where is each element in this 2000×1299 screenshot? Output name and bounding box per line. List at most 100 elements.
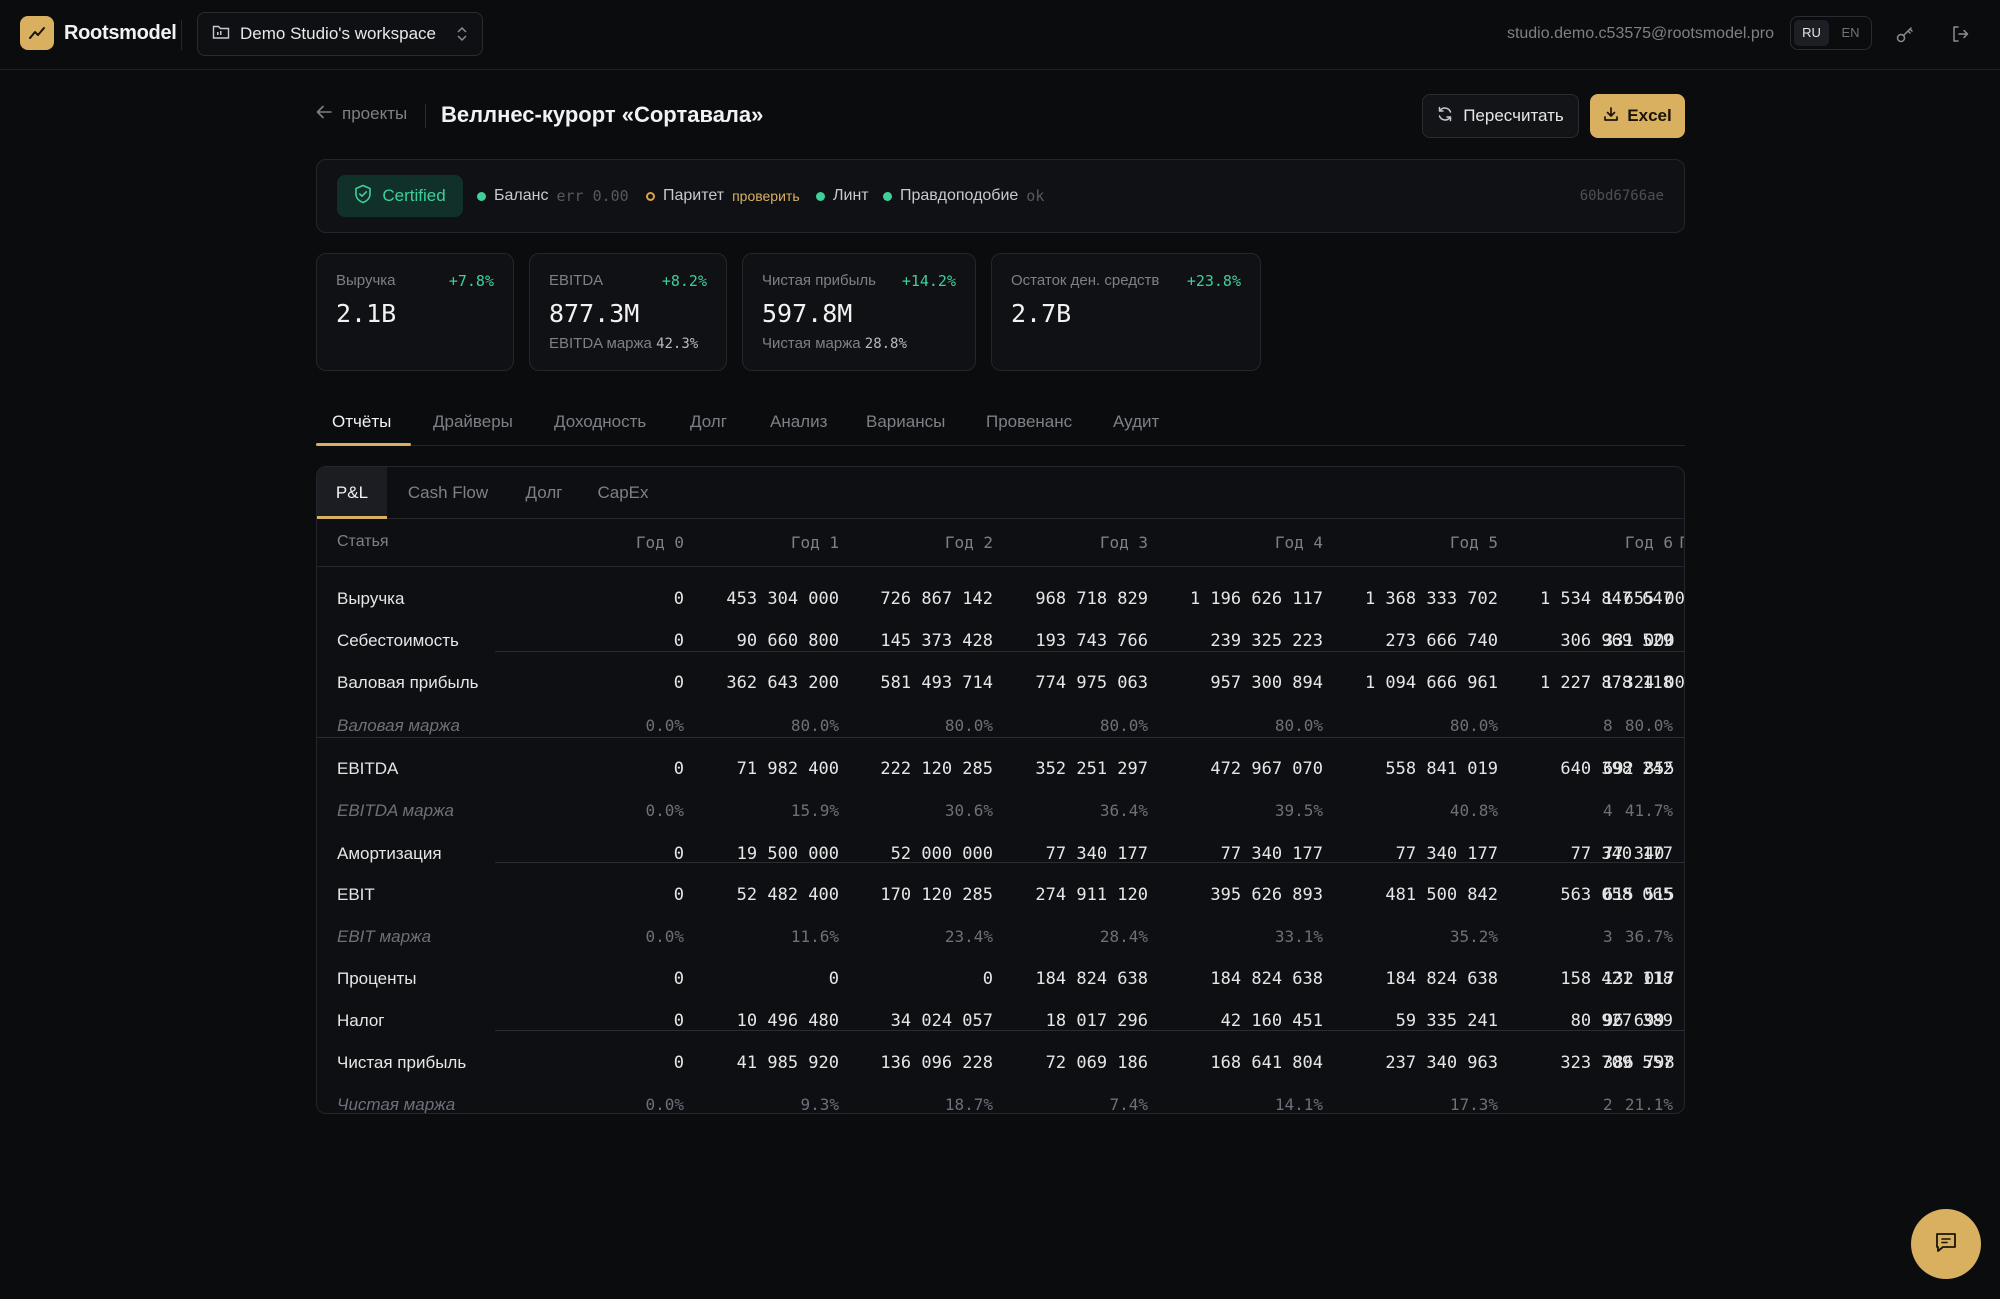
table-cell: 1 094 666 961 [1364, 673, 1498, 693]
tab-drivers[interactable]: Драйверы [433, 412, 513, 431]
kpi-delta: +23.8% [1186, 272, 1241, 290]
check-parity-link[interactable]: проверить [732, 188, 800, 204]
workspace-name: Demo Studio's workspace [240, 24, 436, 43]
row-label: Валовая маржа [337, 716, 460, 735]
tab-audit[interactable]: Аудит [1113, 412, 1160, 431]
table-cell-clipped: 1 324 001 [1603, 673, 1685, 693]
table-cell: 36.4% [1099, 801, 1148, 820]
kpi-label: Чистая прибыль [762, 272, 876, 289]
kpi-card-cash-balance: Остаток ден. средств +23.8% 2.7B [991, 253, 1261, 371]
table-cell: 0 [673, 631, 684, 651]
user-email: studio.demo.c53575@rootsmodel.pro [1506, 25, 1774, 42]
table-row[interactable]: Чистая маржа 0.0% 9.3% 18.7% 7.4% 14.1% 17.3% 2… [317, 1083, 1684, 1114]
table-cell: 274 911 120 [1035, 885, 1148, 905]
table-row[interactable]: Валовая маржа 0.0% 80.0% 80.0% 80.0% 80.0% 80.… [317, 704, 1684, 746]
status-dot-warning [646, 191, 655, 201]
subtab-debt[interactable]: Долг [525, 483, 563, 502]
subtab-pnl[interactable]: P&L [317, 467, 387, 519]
kpi-sub-value: 42.3% [656, 336, 699, 352]
kpi-card-revenue: Выручка +7.8% 2.1B [316, 253, 514, 371]
table-cell: 306 969 529 [1560, 631, 1673, 651]
table-cell: 726 867 142 [880, 589, 993, 609]
status-dot-ok [883, 191, 892, 201]
check-parity[interactable]: Паритет проверить [646, 187, 800, 205]
subtab-cash-flow[interactable]: Cash Flow [407, 483, 489, 502]
table-cell: 0 [673, 885, 684, 905]
table-row[interactable]: Налог 0 10 496 480 34 024 057 18 017 296 42 1… [317, 999, 1684, 1041]
table-row[interactable]: Себестоимость 0 90 660 800 145 373 428 193 7… [317, 619, 1684, 661]
check-label: Паритет [663, 187, 725, 204]
trend-up-icon[interactable] [20, 16, 54, 50]
table-cell: 41.7% [1624, 801, 1673, 820]
lang-en[interactable]: EN [1841, 25, 1860, 40]
column-header-year: Год 1 [790, 533, 839, 552]
row-label: Выручка [337, 589, 405, 608]
key-icon[interactable] [1893, 22, 1917, 46]
check-label: Баланс [494, 187, 549, 204]
back-to-projects-link[interactable]: проекты [316, 104, 407, 124]
chat-button[interactable] [1911, 1209, 1981, 1279]
kpi-delta: +14.2% [901, 272, 956, 290]
table-cell: 7.4% [1109, 1095, 1148, 1114]
table-row[interactable]: Проценты 0 0 0 184 824 638 184 824 638 184 824… [317, 957, 1684, 999]
kpi-delta: +7.8% [448, 272, 494, 290]
active-tab-indicator [316, 443, 411, 446]
column-header-year: Год 3 [1099, 533, 1148, 552]
back-label: проекты [342, 104, 408, 123]
tab-variances[interactable]: Вариансы [866, 412, 946, 431]
table-cell: 774 975 063 [1035, 673, 1148, 693]
logout-icon[interactable] [1948, 22, 1972, 46]
table-cell: 80.0% [1274, 716, 1323, 735]
row-divider [495, 862, 1684, 863]
check-lint[interactable]: Линт [816, 187, 869, 205]
table-cell: 273 666 740 [1385, 631, 1498, 651]
recalculate-label: Пересчитать [1463, 106, 1564, 125]
brand-name[interactable]: Rootsmodel [64, 22, 177, 44]
kpi-label: Выручка [336, 272, 396, 289]
check-plausibility[interactable]: Правдоподобие ok [883, 187, 1044, 205]
check-label: Правдоподобие [900, 187, 1019, 204]
table-row[interactable]: Амортизация 0 19 500 000 52 000 000 77 340 1… [317, 832, 1684, 874]
table-cell: 395 626 893 [1210, 885, 1323, 905]
tab-reports[interactable]: Отчёты [332, 412, 392, 431]
table-cell: 239 325 223 [1210, 631, 1323, 651]
tab-provenance[interactable]: Провенанс [986, 412, 1073, 431]
table-cell-clipped: 96 699 [1603, 1011, 1665, 1031]
table-cell-clipped: 3 [1603, 927, 1613, 946]
table-row[interactable]: EBITDA 0 71 982 400 222 120 285 352 251 297 4… [317, 747, 1684, 789]
table-cell: 193 743 766 [1035, 631, 1148, 651]
lang-ru[interactable]: RU [1794, 20, 1829, 46]
chevron-updown-icon [456, 25, 468, 48]
tab-debt[interactable]: Долг [690, 412, 727, 431]
table-cell: 71 982 400 [736, 759, 839, 779]
check-balance[interactable]: Баланс err 0.00 [477, 187, 629, 205]
table-row[interactable]: EBIT маржа 0.0% 11.6% 23.4% 28.4% 33.1% 35.2% 3… [317, 915, 1684, 957]
kpi-label: Остаток ден. средств [1011, 272, 1160, 289]
kpi-sub-label: Чистая маржа [762, 335, 861, 352]
certified-label: Certified [382, 186, 446, 205]
tab-analysis[interactable]: Анализ [770, 412, 828, 431]
row-label: Амортизация [337, 844, 442, 863]
table-cell: 34 024 057 [890, 1011, 993, 1031]
table-cell: 1 534 847 647 [1539, 589, 1673, 609]
tab-returns[interactable]: Доходность [554, 412, 647, 431]
workspace-selector[interactable]: Demo Studio's workspace [197, 12, 483, 56]
language-switcher[interactable]: RU EN [1790, 16, 1872, 50]
table-cell: 10 496 480 [736, 1011, 839, 1031]
table-cell: 158 421 118 [1560, 969, 1673, 989]
table-cell: 80.0% [1099, 716, 1148, 735]
table-row[interactable]: EBITDA маржа 0.0% 15.9% 30.6% 36.4% 39.5% 40.8… [317, 789, 1684, 831]
table-row[interactable]: Выручка 0 453 304 000 726 867 142 968 718 82… [317, 577, 1684, 619]
excel-export-button[interactable]: Excel [1590, 94, 1685, 138]
report-panel: P&L Cash Flow Долг CapEx Статья Год 0 Го… [316, 466, 1685, 1114]
subtab-capex[interactable]: CapEx [597, 483, 649, 502]
table-row[interactable]: EBIT 0 52 482 400 170 120 285 274 911 120 395… [317, 873, 1684, 915]
table-row[interactable]: Валовая прибыль 0 362 643 200 581 493 714 77… [317, 661, 1685, 703]
certified-badge[interactable]: Certified [337, 175, 463, 217]
table-cell: 72 069 186 [1045, 1053, 1148, 1073]
row-label: Налог [337, 1011, 385, 1030]
recalculate-button[interactable]: Пересчитать [1422, 94, 1579, 138]
row-label: Чистая прибыль [337, 1053, 467, 1072]
table-cell: 170 120 285 [880, 885, 993, 905]
table-row[interactable]: Чистая прибыль 0 41 985 920 136 096 228 72 0… [317, 1041, 1684, 1083]
